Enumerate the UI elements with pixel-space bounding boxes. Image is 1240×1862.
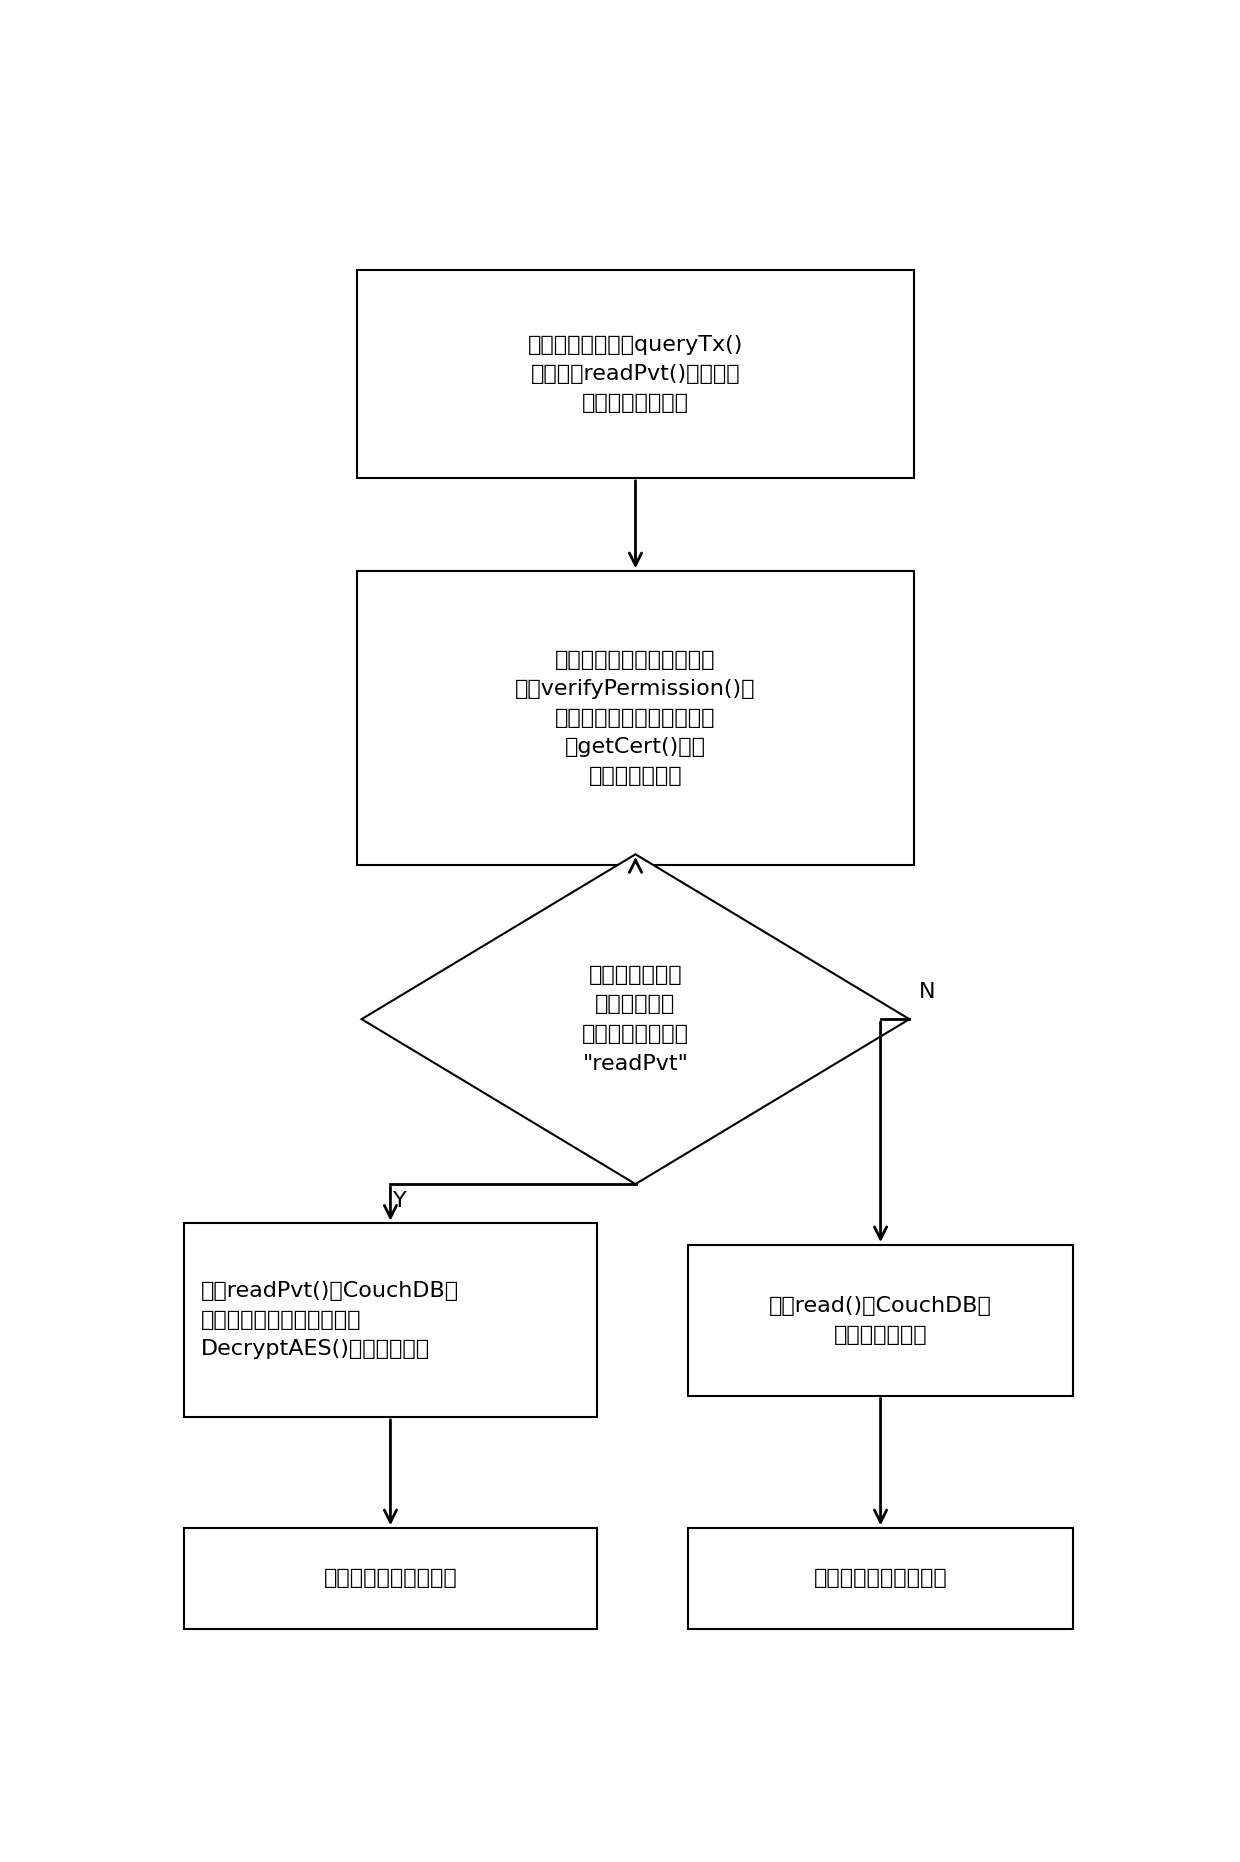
Text: 数据访问终端执行queryTx()
调用函数readPvt()，向智能
合约模块提交请求: 数据访问终端执行queryTx() 调用函数readPvt()，向智能 合约模块… xyxy=(528,335,743,413)
Text: 根据证书的角色
判断有效链码
函数集合是否包含
"readPvt": 根据证书的角色 判断有效链码 函数集合是否包含 "readPvt" xyxy=(582,965,689,1074)
FancyBboxPatch shape xyxy=(357,270,914,479)
Text: 执行read()从CouchDB获
取隐私数据密文: 执行read()从CouchDB获 取隐私数据密文 xyxy=(769,1296,992,1344)
Polygon shape xyxy=(362,855,909,1184)
Text: 返回解密后的隐私数据: 返回解密后的隐私数据 xyxy=(324,1568,458,1588)
Text: Y: Y xyxy=(393,1192,407,1210)
Text: N: N xyxy=(919,981,935,1002)
Text: 智能合约模块接收请求后，
执行verifyPermission()，
获取链码权限矩阵，调用接
口getCert()获取
身份证书并解析: 智能合约模块接收请求后， 执行verifyPermission()， 获取链码权… xyxy=(516,650,755,786)
FancyBboxPatch shape xyxy=(184,1529,596,1629)
FancyBboxPatch shape xyxy=(184,1223,596,1417)
Text: 执行readPvt()从CouchDB获
取隐私数据密文，调用接口
DecryptAES()解密隐私属性: 执行readPvt()从CouchDB获 取隐私数据密文，调用接口 Decryp… xyxy=(201,1281,459,1359)
Text: 返回未解密的隐私数据: 返回未解密的隐私数据 xyxy=(813,1568,947,1588)
FancyBboxPatch shape xyxy=(688,1529,1073,1629)
FancyBboxPatch shape xyxy=(357,572,914,866)
FancyBboxPatch shape xyxy=(688,1246,1073,1395)
